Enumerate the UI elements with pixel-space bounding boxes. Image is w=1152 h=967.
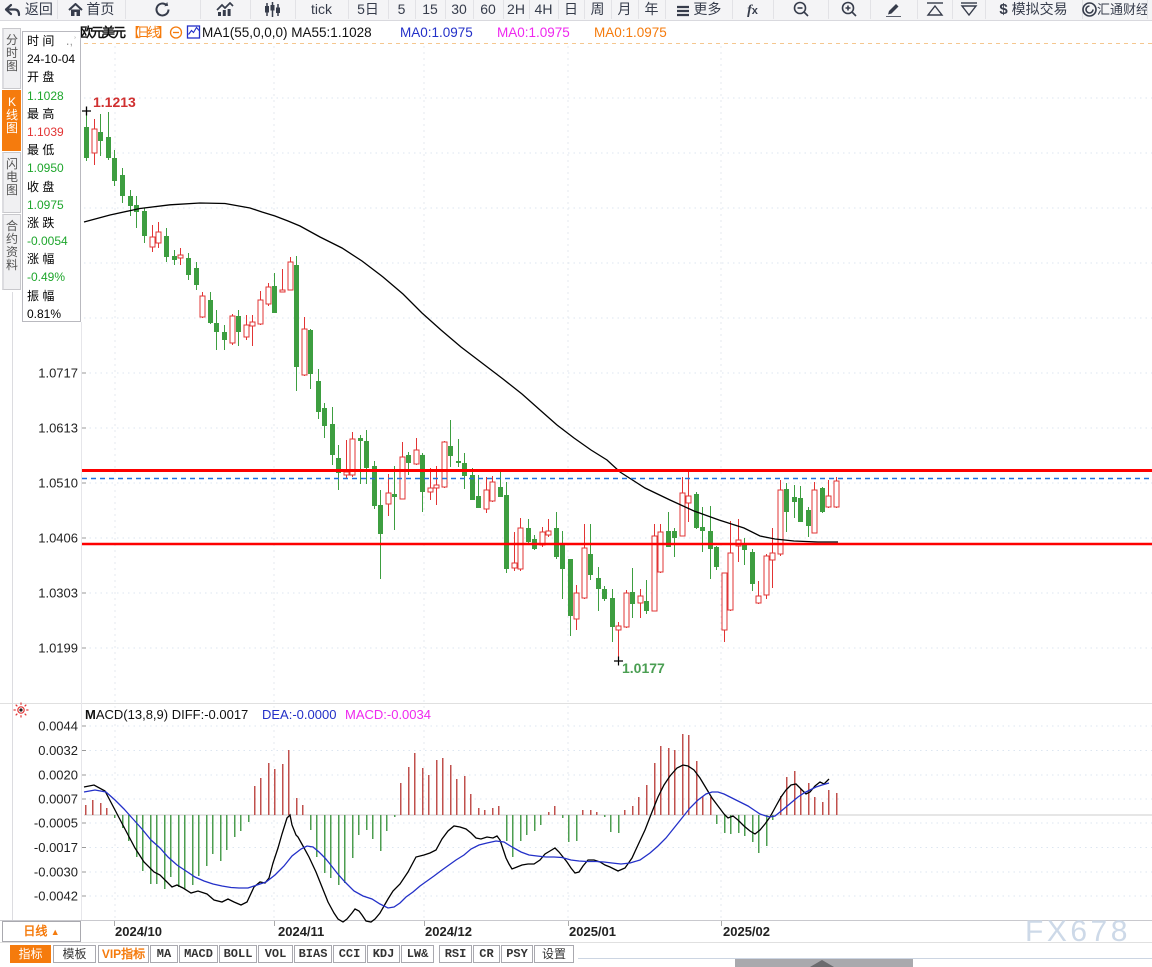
svg-text:MA1(55,0,0,0) MA55:1.1028: MA1(55,0,0,0) MA55:1.1028 xyxy=(202,25,372,40)
svg-text:MACD(13,8,9) DIFF:-0.0017: MACD(13,8,9) DIFF:-0.0017 xyxy=(85,707,248,722)
svg-text:欧元美元: 欧元美元 xyxy=(80,25,126,40)
svg-text:2024/12: 2024/12 xyxy=(425,924,472,939)
svg-text:-0.0030: -0.0030 xyxy=(34,865,78,880)
svg-text:0.0007: 0.0007 xyxy=(38,792,78,807)
svg-text:1.0199: 1.0199 xyxy=(38,641,78,656)
svg-text:MA0:1.0975: MA0:1.0975 xyxy=(497,25,570,40)
svg-text:0.0044: 0.0044 xyxy=(38,719,78,734)
svg-text:1.0510: 1.0510 xyxy=(38,476,78,491)
svg-text:1.0177: 1.0177 xyxy=(622,660,665,676)
svg-text:0.0020: 0.0020 xyxy=(38,768,78,783)
svg-text:MACD:-0.0034: MACD:-0.0034 xyxy=(345,707,431,722)
svg-text:1.1213: 1.1213 xyxy=(93,94,136,110)
svg-text:1.0613: 1.0613 xyxy=(38,421,78,436)
svg-text:DEA:-0.0000: DEA:-0.0000 xyxy=(262,707,336,722)
svg-text:-0.0017: -0.0017 xyxy=(34,840,78,855)
svg-text:1.0406: 1.0406 xyxy=(38,531,78,546)
svg-text:2025/02: 2025/02 xyxy=(723,924,770,939)
svg-text:1.0717: 1.0717 xyxy=(38,366,78,381)
svg-text:MA0:1.0975: MA0:1.0975 xyxy=(400,25,473,40)
svg-text:2025/01: 2025/01 xyxy=(569,924,616,939)
svg-text:MA0:1.0975: MA0:1.0975 xyxy=(594,25,667,40)
svg-text:2024/11: 2024/11 xyxy=(278,924,324,939)
svg-text:0.0032: 0.0032 xyxy=(38,743,78,758)
svg-text:【日线】: 【日线】 xyxy=(127,25,170,40)
svg-text:FX678: FX678 xyxy=(1025,915,1131,948)
svg-text:-0.0042: -0.0042 xyxy=(34,889,78,904)
svg-text:1.0303: 1.0303 xyxy=(38,586,78,601)
svg-text:-0.0005: -0.0005 xyxy=(34,816,78,831)
svg-text:2024/10: 2024/10 xyxy=(115,924,162,939)
